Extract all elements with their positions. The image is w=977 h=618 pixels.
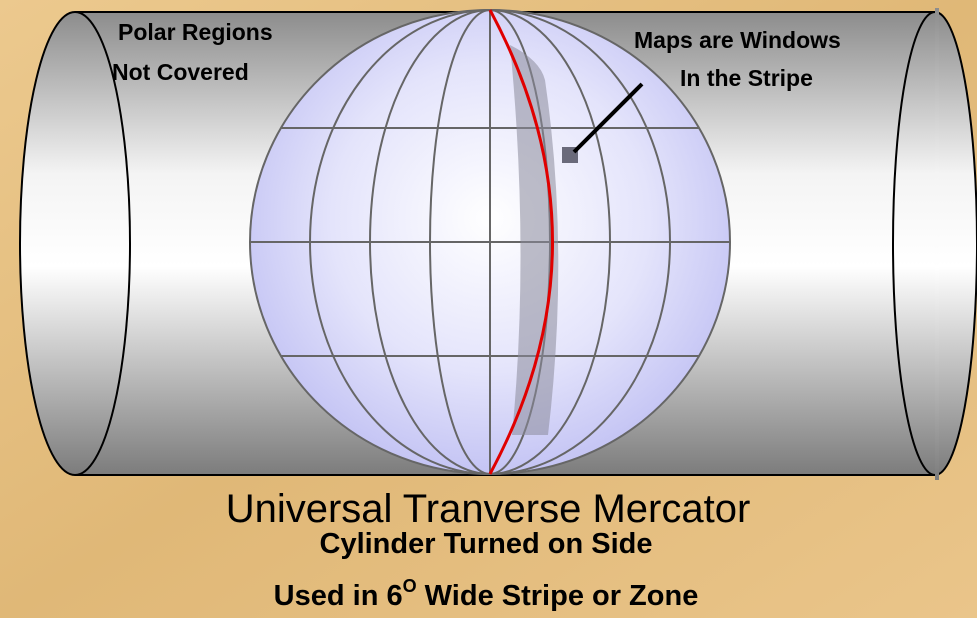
label: Polar Regions (118, 19, 273, 45)
label: Not Covered (112, 59, 249, 85)
caption-text: Wide Stripe or Zone (417, 580, 699, 612)
page: {"labels": {"polar_line1": "Polar Region… (0, 0, 977, 618)
caption: Used in 6O Wide Stripe or Zone (274, 576, 699, 612)
label: In the Stripe (680, 65, 813, 91)
subtitle: Cylinder Turned on Side (320, 528, 653, 560)
caption-superscript: O (403, 576, 417, 596)
label: Maps are Windows (634, 27, 841, 53)
title: Universal Tranverse Mercator (226, 487, 751, 531)
caption-text: Used in 6 (274, 580, 403, 612)
diagram: Polar Regions Not Covered Maps are Windo… (0, 0, 977, 618)
cylinder-body (935, 8, 939, 480)
